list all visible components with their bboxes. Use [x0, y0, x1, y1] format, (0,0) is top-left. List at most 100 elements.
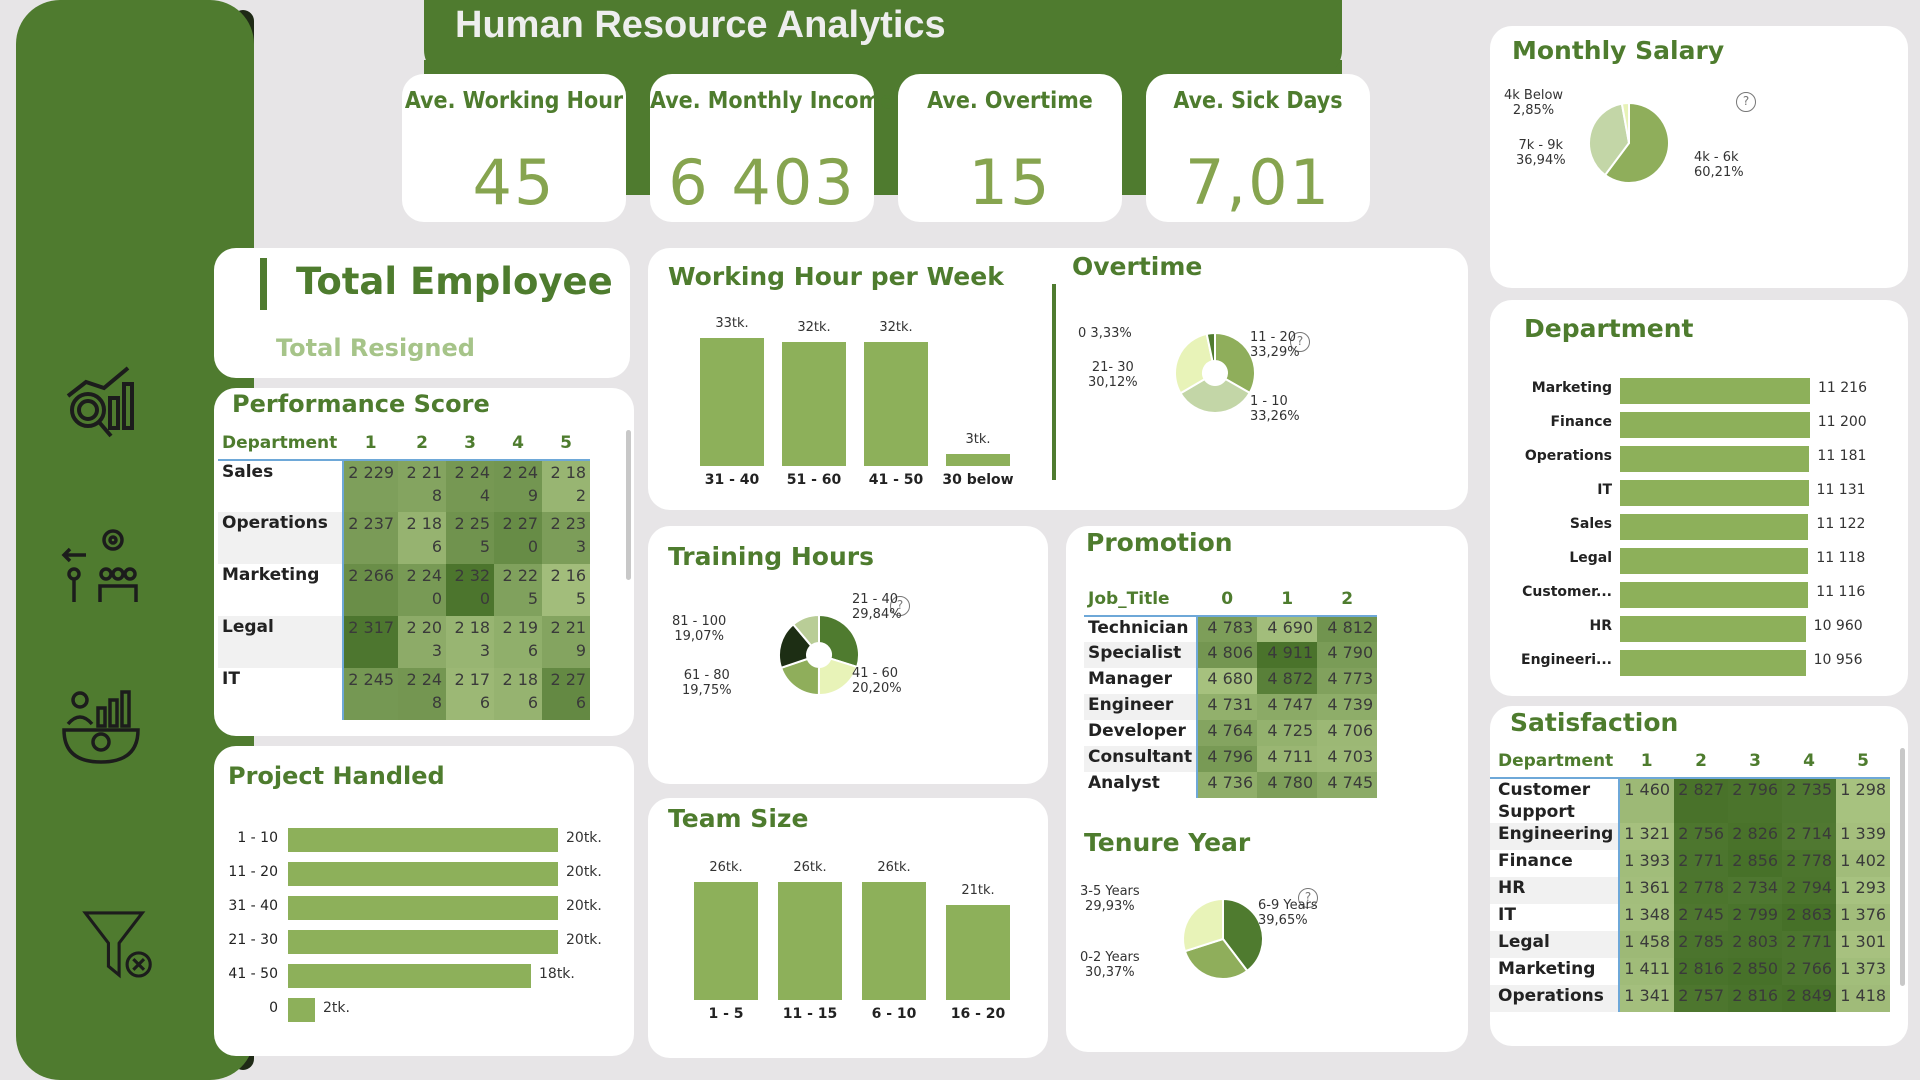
matrix-cell[interactable]: 2 18 6: [398, 512, 447, 564]
matrix-cell[interactable]: 2 24 0: [398, 564, 447, 616]
matrix-cell[interactable]: 2 20 3: [398, 616, 447, 668]
bar[interactable]: [1620, 378, 1810, 404]
matrix-cell[interactable]: 4 796: [1197, 746, 1258, 772]
matrix-cell[interactable]: 1 402: [1836, 850, 1891, 877]
slice[interactable]: [1222, 897, 1264, 973]
matrix-cell[interactable]: 2 19 6: [494, 616, 543, 668]
kpi-monthly-income[interactable]: Ave. Monthly Income 6 403: [650, 74, 894, 222]
slice[interactable]: [1182, 897, 1224, 953]
matrix-cell[interactable]: 4 745: [1317, 772, 1378, 798]
matrix-cell[interactable]: 2 27 6: [542, 668, 591, 720]
clear-filter-icon[interactable]: [80, 904, 160, 984]
matrix-cell[interactable]: 2 735: [1782, 778, 1837, 823]
matrix-cell[interactable]: 4 711: [1257, 746, 1318, 772]
total-employee-card[interactable]: Total Employee Total Resigned: [214, 248, 630, 378]
matrix-cell[interactable]: 2 766: [1782, 958, 1837, 985]
matrix-cell[interactable]: 2 816: [1728, 985, 1783, 1012]
matrix-cell[interactable]: 1 339: [1836, 823, 1891, 850]
help-icon[interactable]: ?: [890, 596, 910, 616]
slice[interactable]: [1174, 332, 1214, 395]
matrix-cell[interactable]: 4 806: [1197, 642, 1258, 668]
slice[interactable]: [1205, 331, 1216, 363]
matrix-cell[interactable]: 2 849: [1782, 985, 1837, 1012]
bar[interactable]: [1620, 446, 1810, 472]
bar[interactable]: [288, 930, 558, 954]
bar[interactable]: [1620, 480, 1809, 506]
matrix-cell[interactable]: 2 745: [1674, 904, 1729, 931]
slice[interactable]: [1603, 101, 1670, 184]
matrix-cell[interactable]: 2 266: [343, 564, 399, 616]
people-settings-icon[interactable]: [56, 522, 146, 612]
matrix-cell[interactable]: 1 393: [1619, 850, 1675, 877]
matrix-cell[interactable]: 4 731: [1197, 694, 1258, 720]
matrix-cell[interactable]: 4 706: [1317, 720, 1378, 746]
slice[interactable]: [818, 613, 860, 669]
kpi-sick-days[interactable]: Ave. Sick Days 7,01: [1146, 74, 1370, 222]
matrix-cell[interactable]: 1 418: [1836, 985, 1891, 1012]
bar[interactable]: [864, 341, 928, 466]
bar[interactable]: [288, 998, 315, 1022]
matrix-cell[interactable]: 4 690: [1257, 616, 1318, 642]
matrix-cell[interactable]: 1 361: [1619, 877, 1675, 904]
matrix-cell[interactable]: 2 816: [1674, 958, 1729, 985]
slice[interactable]: [1588, 102, 1631, 177]
bar[interactable]: [694, 882, 758, 1000]
matrix-cell[interactable]: 2 794: [1782, 877, 1837, 904]
matrix-cell[interactable]: 2 803: [1728, 931, 1783, 958]
matrix-cell[interactable]: 2 229: [343, 460, 399, 512]
scrollbar[interactable]: [626, 430, 631, 580]
matrix-cell[interactable]: 2 237: [343, 512, 399, 564]
matrix-cell[interactable]: 2 714: [1782, 823, 1837, 850]
matrix-cell[interactable]: 4 773: [1317, 668, 1378, 694]
bar[interactable]: [1620, 514, 1809, 540]
matrix-cell[interactable]: 1 411: [1619, 958, 1675, 985]
matrix-cell[interactable]: 2 27 0: [494, 512, 543, 564]
kpi-overtime[interactable]: Ave. Overtime 15: [898, 74, 1122, 222]
matrix-cell[interactable]: 2 25 5: [446, 512, 495, 564]
matrix-cell[interactable]: 2 771: [1674, 850, 1729, 877]
slice[interactable]: [778, 622, 813, 670]
matrix-cell[interactable]: 1 460: [1619, 778, 1675, 823]
scrollbar[interactable]: [1900, 748, 1905, 986]
bar[interactable]: [1620, 412, 1810, 438]
matrix-cell[interactable]: 2 778: [1782, 850, 1837, 877]
matrix-cell[interactable]: 2 756: [1674, 823, 1729, 850]
analytics-search-icon[interactable]: [56, 358, 146, 448]
growth-gear-icon[interactable]: [56, 682, 146, 772]
matrix-cell[interactable]: 4 790: [1317, 642, 1378, 668]
matrix-cell[interactable]: 1 321: [1619, 823, 1675, 850]
matrix-cell[interactable]: 4 747: [1257, 694, 1318, 720]
matrix-cell[interactable]: 2 17 6: [446, 668, 495, 720]
matrix-cell[interactable]: 2 856: [1728, 850, 1783, 877]
matrix-cell[interactable]: 1 376: [1836, 904, 1891, 931]
bar[interactable]: [946, 454, 1010, 466]
matrix-cell[interactable]: 2 24 8: [398, 668, 447, 720]
matrix-cell[interactable]: 2 21 9: [542, 616, 591, 668]
help-icon[interactable]: ?: [1736, 92, 1756, 112]
matrix-cell[interactable]: 2 826: [1728, 823, 1783, 850]
matrix-cell[interactable]: 4 736: [1197, 772, 1258, 798]
matrix-cell[interactable]: 2 18 3: [446, 616, 495, 668]
matrix-cell[interactable]: 2 796: [1728, 778, 1783, 823]
matrix-cell[interactable]: 4 783: [1197, 616, 1258, 642]
matrix-cell[interactable]: 2 771: [1782, 931, 1837, 958]
bar[interactable]: [862, 882, 926, 1000]
bar[interactable]: [1620, 548, 1809, 574]
slice[interactable]: [1179, 377, 1252, 414]
bar[interactable]: [1620, 650, 1806, 676]
matrix-cell[interactable]: 2 32 0: [446, 564, 495, 616]
matrix-cell[interactable]: 4 812: [1317, 616, 1378, 642]
matrix-cell[interactable]: 4 872: [1257, 668, 1318, 694]
matrix-cell[interactable]: 2 734: [1728, 877, 1783, 904]
matrix-cell[interactable]: 2 24 9: [494, 460, 543, 512]
matrix-cell[interactable]: 2 24 4: [446, 460, 495, 512]
help-icon[interactable]: ?: [1290, 332, 1310, 352]
matrix-cell[interactable]: 2 18 6: [494, 668, 543, 720]
matrix-cell[interactable]: 1 341: [1619, 985, 1675, 1012]
matrix-cell[interactable]: 2 245: [343, 668, 399, 720]
matrix-cell[interactable]: 2 21 8: [398, 460, 447, 512]
bar[interactable]: [288, 964, 531, 988]
matrix-cell[interactable]: 1 293: [1836, 877, 1891, 904]
matrix-cell[interactable]: 4 911: [1257, 642, 1318, 668]
matrix-cell[interactable]: 4 725: [1257, 720, 1318, 746]
